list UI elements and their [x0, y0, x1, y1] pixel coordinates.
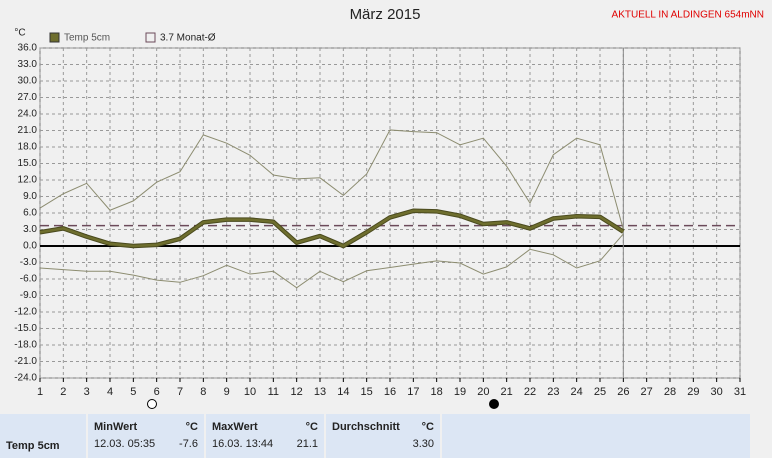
summary-table: Temp 5cm MinWert °C 12.03. 05:35 -7.6 Ma…: [0, 414, 750, 458]
x-tick-label: 10: [244, 386, 256, 398]
y-tick-label: -24.0: [14, 373, 37, 384]
x-tick-label: 24: [571, 386, 583, 398]
x-tick-label: 7: [177, 386, 183, 398]
x-tick-label: 5: [130, 386, 136, 398]
x-tick-label: 28: [664, 386, 676, 398]
chart-title: März 2015: [350, 6, 421, 23]
y-tick-label: 0.0: [23, 241, 37, 252]
range-line: [39, 233, 624, 289]
cell: [206, 414, 324, 458]
y-tick-label: 12.0: [18, 175, 38, 186]
y-tick-label: -21.0: [14, 356, 37, 367]
x-tick-label: 25: [594, 386, 606, 398]
time: 16.03. 13:44: [212, 438, 273, 450]
unit: °C: [186, 421, 198, 433]
x-tick-label: 23: [547, 386, 559, 398]
y-tick-label: 33.0: [18, 59, 38, 70]
cell: [326, 414, 440, 458]
y-tick-label: -12.0: [14, 307, 37, 318]
y-tick-label: 3.0: [23, 224, 37, 235]
x-tick-label: 2: [60, 386, 66, 398]
x-tick-label: 31: [734, 386, 746, 398]
banner: AKTUELL IN ALDINGEN 654mNN: [612, 10, 764, 21]
row-label: Temp 5cm: [6, 440, 60, 452]
header: MinWert: [94, 421, 138, 433]
y-tick-label: 21.0: [18, 125, 38, 136]
y-tick-label: -9.0: [20, 290, 38, 301]
cell: [442, 414, 750, 458]
value: -7.6: [179, 438, 198, 450]
x-tick-label: 12: [291, 386, 303, 398]
range-line: [39, 129, 624, 230]
x-tick-label: 18: [431, 386, 443, 398]
y-axis-label: °C: [14, 28, 25, 39]
y-tick-label: -18.0: [14, 340, 37, 351]
moon-phase-icon: [147, 399, 157, 409]
y-tick-label: 6.0: [23, 208, 37, 219]
x-tick-label: 20: [477, 386, 489, 398]
x-tick-label: 15: [361, 386, 373, 398]
x-tick-label: 22: [524, 386, 536, 398]
legend-label: 3.7 Monat-Ø: [160, 33, 216, 44]
x-tick-label: 26: [617, 386, 629, 398]
temp-line: [39, 209, 625, 248]
y-tick-label: 9.0: [23, 191, 37, 202]
unit: °C: [422, 421, 434, 433]
x-tick-label: 30: [711, 386, 723, 398]
header: Durchschnitt: [332, 421, 400, 433]
time: 12.03. 05:35: [94, 438, 155, 450]
y-tick-label: 27.0: [18, 92, 38, 103]
x-tick-label: 4: [107, 386, 113, 398]
legend-swatch: [145, 32, 156, 43]
x-tick-label: 14: [337, 386, 349, 398]
x-tick-label: 27: [641, 386, 653, 398]
cell: [88, 414, 204, 458]
x-tick-label: 29: [687, 386, 699, 398]
value: 3.30: [413, 438, 434, 450]
x-tick-label: 11: [268, 386, 279, 398]
unit: °C: [306, 421, 318, 433]
legend-swatch: [49, 32, 60, 43]
x-tick-label: 19: [454, 386, 466, 398]
x-tick-label: 17: [407, 386, 419, 398]
moon-phase-icon: [489, 399, 499, 409]
x-tick-label: 9: [224, 386, 230, 398]
y-tick-label: 36.0: [18, 43, 38, 54]
y-tick-label: 18.0: [18, 142, 38, 153]
x-tick-label: 13: [314, 386, 326, 398]
y-tick-label: 15.0: [18, 158, 38, 169]
y-tick-label: -15.0: [14, 323, 37, 334]
x-tick-label: 3: [84, 386, 90, 398]
x-tick-label: 16: [384, 386, 396, 398]
y-tick-label: 24.0: [18, 109, 38, 120]
x-tick-label: 21: [501, 386, 513, 398]
x-tick-label: 6: [154, 386, 160, 398]
y-tick-label: 30.0: [18, 76, 38, 87]
x-tick-label: 8: [200, 386, 206, 398]
value: 21.1: [297, 438, 318, 450]
header: MaxWert: [212, 421, 258, 433]
x-tick-label: 1: [37, 386, 43, 398]
y-tick-label: -6.0: [20, 274, 38, 285]
cell: [0, 414, 86, 458]
y-tick-label: -3.0: [20, 257, 38, 268]
legend-label: Temp 5cm: [64, 33, 110, 44]
